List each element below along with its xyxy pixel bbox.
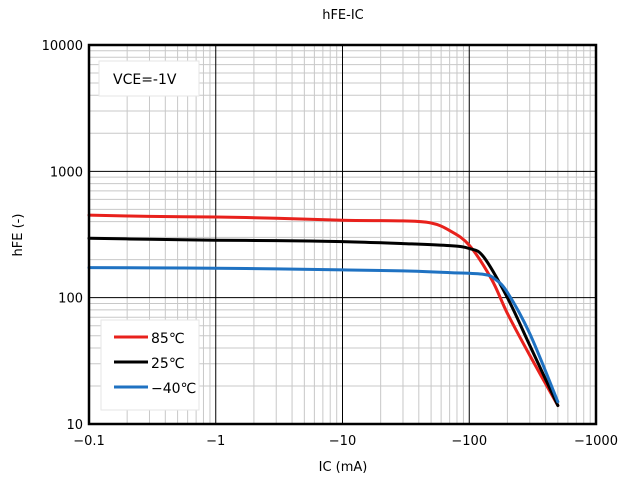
x-axis-label: IC (mA)	[319, 460, 368, 475]
x-tick-label: −10	[329, 434, 356, 449]
y-tick-label: 10000	[42, 39, 83, 54]
condition-annotation: VCE=-1V	[113, 72, 177, 88]
x-tick-label: −0.1	[73, 434, 105, 449]
legend-items: 85℃ 25℃ −40℃	[114, 331, 196, 397]
y-axis-label: hFE (-)	[11, 214, 26, 257]
x-tick-label: −1	[206, 434, 225, 449]
series-line-2	[87, 266, 560, 404]
plot-frame	[87, 43, 598, 426]
y-tick-label: 10	[66, 418, 83, 433]
legend	[100, 319, 200, 411]
condition-box	[98, 60, 200, 97]
x-tick-labels: −0.1 −1 −10 −100 −1000	[73, 434, 618, 449]
x-tick-label: −1000	[574, 434, 618, 449]
y-tick-label: 1000	[50, 165, 83, 180]
series-line-1	[87, 236, 560, 408]
y-tick-labels: 10 100 1000 10000	[42, 39, 83, 433]
series-line-0	[87, 213, 560, 408]
legend-label-2: −40℃	[151, 381, 196, 397]
legend-label-1: 25℃	[151, 356, 185, 372]
chart-title: hFE-IC	[322, 8, 364, 23]
x-tick-label: −100	[451, 434, 487, 449]
y-tick-label: 100	[58, 292, 83, 307]
legend-label-0: 85℃	[151, 331, 185, 347]
series-layer	[87, 213, 560, 408]
